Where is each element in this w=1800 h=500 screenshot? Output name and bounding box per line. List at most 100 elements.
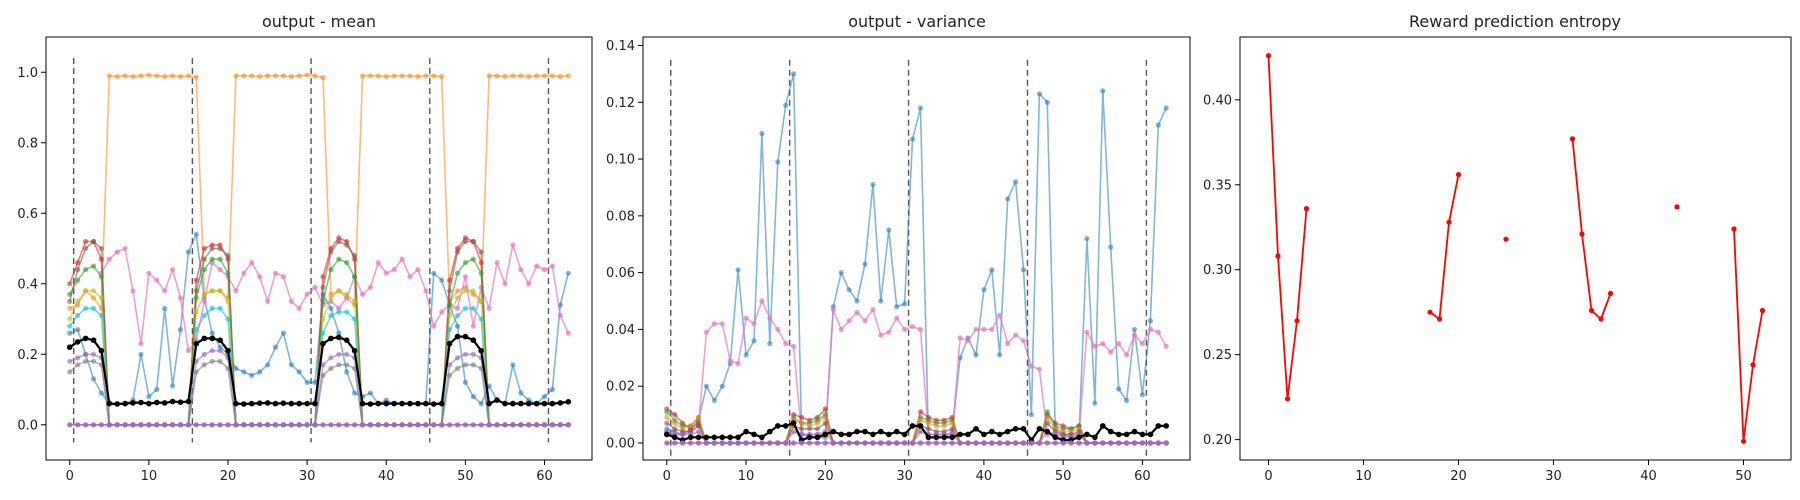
y-tick-label: 0.0 — [17, 418, 38, 433]
series-point — [304, 291, 310, 297]
series-point — [695, 423, 702, 429]
series-point — [695, 434, 702, 441]
series-point — [1013, 179, 1019, 185]
series-point — [352, 422, 358, 428]
series-point — [1446, 219, 1452, 225]
series-point — [1084, 431, 1090, 438]
series-point — [486, 400, 492, 407]
series-point — [154, 386, 160, 393]
series-point — [114, 249, 120, 255]
series-line — [666, 422, 1167, 442]
series-point — [462, 362, 468, 368]
series-point — [241, 270, 247, 276]
series-point — [154, 73, 160, 79]
series-point — [854, 298, 860, 304]
series-point — [1036, 91, 1042, 97]
series-point — [336, 238, 342, 245]
series-point — [1052, 434, 1058, 441]
series-point — [822, 440, 828, 446]
axes-frame — [1239, 36, 1792, 461]
x-tick-label: 10 — [141, 469, 158, 484]
series-point — [162, 73, 168, 80]
series-point — [75, 327, 81, 333]
y-tick-label: 0.4 — [17, 277, 38, 292]
series-point — [98, 245, 104, 252]
series-point — [462, 238, 468, 245]
series-point — [1265, 53, 1272, 59]
series-point — [672, 420, 678, 426]
series-point — [201, 298, 207, 304]
series-point — [98, 390, 104, 396]
series-point — [185, 73, 191, 79]
series-point — [161, 400, 168, 406]
series-point — [423, 73, 429, 79]
series-point — [67, 291, 73, 297]
series-point — [518, 390, 524, 396]
series-point — [454, 288, 461, 294]
series-point — [296, 369, 302, 375]
series-point — [822, 431, 829, 438]
series-point — [997, 440, 1003, 446]
series-point — [312, 400, 318, 407]
series-point — [917, 423, 924, 429]
series-point — [415, 422, 421, 428]
series-point — [782, 423, 789, 429]
series-point — [185, 249, 191, 255]
series-point — [870, 182, 876, 188]
series-point — [549, 386, 556, 393]
series-point — [170, 73, 176, 79]
series-point — [462, 422, 468, 428]
series-point — [98, 422, 104, 428]
series-line — [666, 416, 1167, 444]
series-point — [933, 434, 940, 441]
series-point — [965, 338, 971, 344]
series-point — [1108, 440, 1114, 446]
series-point — [193, 295, 199, 301]
series-point — [336, 305, 342, 311]
series-point — [399, 422, 405, 428]
series-point — [122, 400, 128, 407]
series-point — [949, 434, 955, 441]
series-point — [470, 337, 477, 344]
series-point — [320, 284, 326, 290]
x-tick-label: 0 — [1264, 469, 1272, 484]
series-point — [799, 440, 805, 446]
series-point — [454, 355, 461, 361]
series-point — [719, 383, 725, 389]
series-point — [1147, 318, 1153, 324]
series-point — [454, 270, 461, 276]
series-point — [549, 263, 556, 269]
series-point — [671, 434, 678, 441]
series-point — [478, 316, 484, 322]
series-point — [1115, 431, 1122, 438]
series-point — [909, 440, 916, 446]
series-point — [344, 369, 350, 375]
series-point — [265, 362, 271, 368]
series-point — [1100, 440, 1106, 446]
series-point — [193, 277, 199, 283]
series-point — [751, 440, 757, 446]
series-point — [454, 333, 461, 340]
series-point — [759, 434, 765, 441]
series-point — [98, 295, 104, 301]
series-point — [454, 295, 461, 301]
series-point — [67, 422, 73, 428]
series-point — [399, 73, 405, 79]
series-point — [154, 399, 160, 406]
series-point — [973, 426, 979, 432]
series-point — [822, 414, 828, 420]
series-point — [549, 73, 556, 79]
series-point — [217, 267, 223, 273]
series-point — [664, 414, 670, 420]
series-point — [265, 298, 271, 304]
series-point — [541, 73, 548, 79]
series-point — [162, 288, 168, 294]
series-point — [415, 400, 421, 407]
series-point — [886, 227, 892, 233]
series-point — [687, 434, 694, 441]
series-point — [241, 422, 247, 428]
series-point — [209, 422, 215, 428]
series-point — [775, 423, 781, 429]
series-point — [177, 422, 184, 428]
series-point — [193, 74, 199, 80]
